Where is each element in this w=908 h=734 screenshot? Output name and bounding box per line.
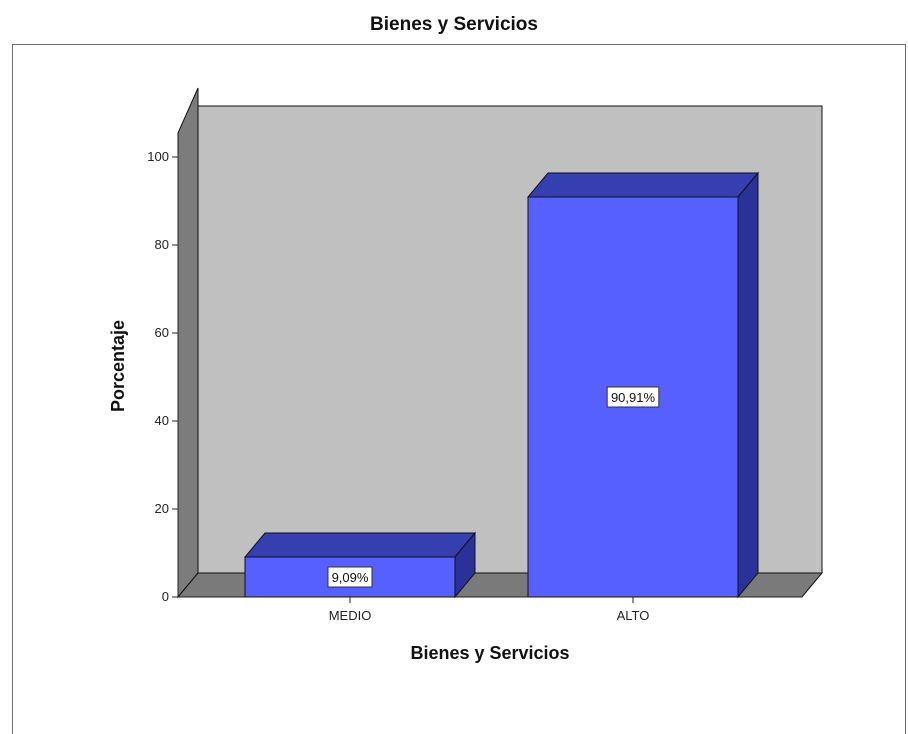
y-axis-title: Porcentaje [108,320,128,412]
chart-title: Bienes y Servicios [370,14,538,35]
bar-side [737,171,759,599]
side-wall [177,87,199,599]
x-tick-label: MEDIO [329,608,372,623]
y-tick-label: 0 [162,589,169,604]
x-axis-title: Bienes y Servicios [410,643,569,663]
bar-alto: 90,91% [526,171,760,599]
y-tick-label: 20 [155,501,169,516]
y-tick-label: 100 [147,149,169,164]
bar-medio: 9,09% [243,531,477,599]
bar-top [243,532,477,558]
bar-top [526,172,760,198]
y-tick-label: 80 [155,237,169,252]
data-label: 9,09% [332,570,369,585]
data-label: 90,91% [611,390,656,405]
data-label-box [606,386,660,408]
y-tick-label: 60 [155,325,169,340]
bar-side [454,531,476,599]
x-tick-label: ALTO [617,608,650,623]
data-label-box [327,566,373,588]
y-tick-label: 40 [155,413,169,428]
